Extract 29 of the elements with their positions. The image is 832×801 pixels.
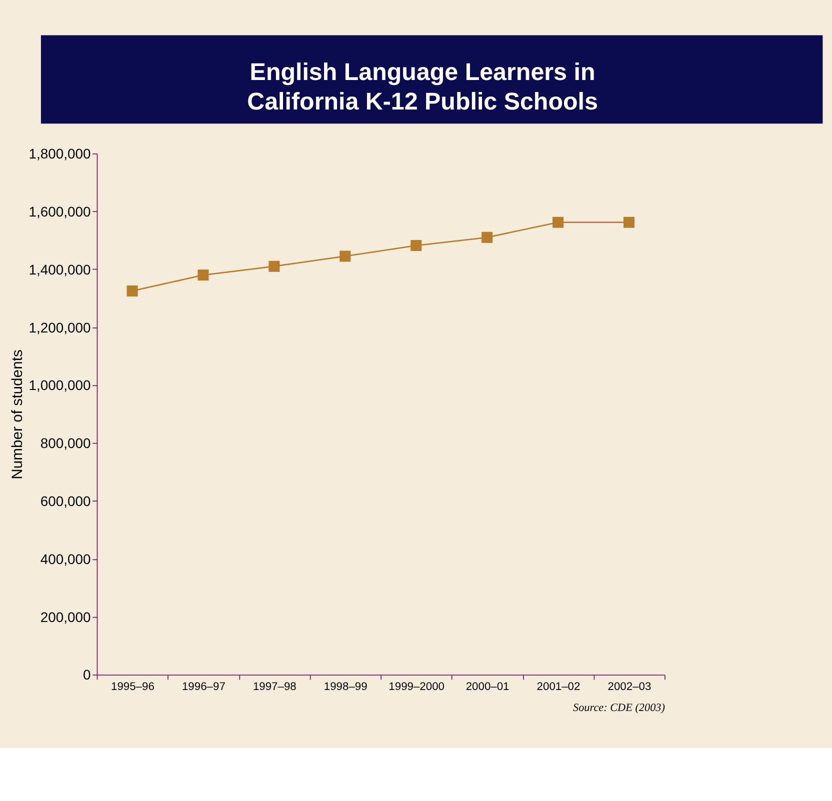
y-tick-label: 1,600,000 bbox=[28, 203, 91, 220]
y-tick-label: 1,800,000 bbox=[28, 146, 91, 162]
y-tick-label: 600,000 bbox=[40, 492, 91, 509]
chart-title: English Language Learners in California K-12 Public Schools bbox=[247, 58, 598, 116]
point bbox=[340, 250, 351, 262]
x-tick-label: 2001–02 bbox=[536, 680, 580, 693]
point bbox=[623, 216, 635, 228]
x-tick-label: 1995–96 bbox=[111, 680, 154, 693]
point bbox=[410, 240, 422, 252]
x-tick-label: 1997–98 bbox=[252, 680, 296, 693]
y-tick-label: 200,000 bbox=[40, 608, 91, 625]
y-tick-label: 400,000 bbox=[40, 550, 91, 567]
point bbox=[198, 270, 209, 281]
y-axis-title: Number of students bbox=[10, 350, 26, 480]
point bbox=[126, 285, 138, 296]
x-tick-label: 2002–03 bbox=[608, 680, 652, 693]
point bbox=[552, 216, 564, 228]
x-tick-label: 2000–01 bbox=[466, 680, 510, 693]
y-tick-label: 800,000 bbox=[40, 435, 91, 452]
y-tick-label: 1,400,000 bbox=[28, 261, 91, 278]
y-tick-label: 1,000,000 bbox=[28, 377, 91, 394]
y-tick-label: 0 bbox=[82, 666, 91, 683]
x-tick-label: 1996–97 bbox=[182, 680, 226, 693]
point bbox=[482, 232, 493, 243]
x-tick-label: 1998–99 bbox=[324, 680, 368, 693]
point bbox=[268, 260, 280, 272]
x-tick-label: 1999–2000 bbox=[388, 680, 445, 693]
source-note: Source: CDE (2003) bbox=[573, 702, 666, 714]
y-tick-label: 1,200,000 bbox=[28, 319, 91, 336]
